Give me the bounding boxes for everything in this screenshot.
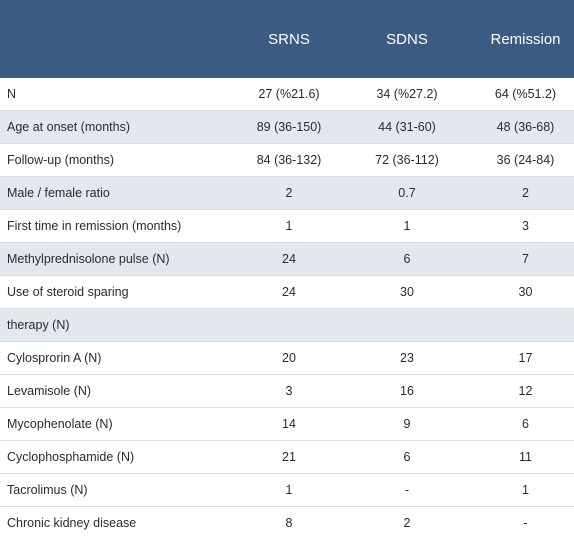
row-value bbox=[337, 308, 477, 342]
row-label: Cyclophosphamide (N) bbox=[0, 440, 241, 474]
row-label: Cylosprorin A (N) bbox=[0, 341, 241, 375]
row-label: Male / female ratio bbox=[0, 176, 241, 210]
table-row: Tacrolimus (N) 1-1 bbox=[0, 473, 574, 507]
row-value: 2 bbox=[241, 176, 337, 210]
table-row: Levamisole (N) 3 16 12 bbox=[0, 374, 574, 408]
row-label: N bbox=[0, 78, 241, 111]
row-value bbox=[477, 308, 574, 342]
row-value: 17 bbox=[477, 341, 574, 375]
row-value: 8 bbox=[285, 516, 293, 530]
row-value bbox=[241, 308, 337, 342]
table-row: First time in remission (months) 1 1 3 bbox=[0, 209, 574, 243]
header-cell-sdns: SDNS bbox=[337, 0, 477, 78]
row-value: 30 bbox=[337, 275, 477, 309]
row-value: 64 (%51.2) bbox=[477, 78, 574, 111]
row-value: 12 bbox=[477, 374, 574, 408]
row-value: 20 bbox=[241, 341, 337, 375]
row-value: 48 (36-68) bbox=[477, 110, 574, 144]
row-value: 0.7 bbox=[337, 176, 477, 210]
row-value: 1 bbox=[241, 473, 337, 507]
header-cell-label bbox=[0, 0, 241, 78]
row-value: 16 bbox=[337, 374, 477, 408]
row-value: 2 bbox=[403, 516, 411, 530]
table-row: Cylosprorin A (N) 20 23 17 bbox=[0, 341, 574, 375]
row-value: 1 bbox=[241, 209, 337, 243]
row-value: 27 (%21.6) bbox=[241, 78, 337, 111]
row-value: 89 (36-150) bbox=[241, 110, 337, 144]
row-label: Age at onset (months) bbox=[0, 110, 241, 144]
row-value: 1 bbox=[477, 473, 574, 507]
row-value: 24 bbox=[241, 275, 337, 309]
table-row: Mycophenolate (N) 14 9 6 bbox=[0, 407, 574, 441]
row-label: Levamisole (N) bbox=[0, 374, 241, 408]
row-label: therapy (N) bbox=[0, 308, 241, 342]
row-label: Mycophenolate (N) bbox=[0, 407, 241, 441]
table-row: Male / female ratio 2 0.7 2 bbox=[0, 176, 574, 210]
row-value: 3 bbox=[477, 209, 574, 243]
row-value: 14 bbox=[241, 407, 337, 441]
table-row: N 27 (%21.6) 34 (%27.2) 64 (%51.2) bbox=[0, 78, 574, 111]
row-value: 6 bbox=[477, 407, 574, 441]
row-value: 30 bbox=[477, 275, 574, 309]
row-value: 21 bbox=[241, 440, 337, 474]
row-value: 11 bbox=[477, 440, 574, 474]
table-header: SRNS SDNS Remission bbox=[0, 0, 574, 78]
table-row: therapy (N) bbox=[0, 308, 574, 342]
row-value: 34 (%27.2) bbox=[337, 78, 477, 111]
row-value: 36 (24-84) bbox=[477, 143, 574, 177]
row-value: 6 bbox=[337, 242, 477, 276]
row-value: 24 bbox=[241, 242, 337, 276]
row-value: - bbox=[337, 473, 477, 507]
row-label: Use of steroid sparing bbox=[0, 275, 241, 309]
row-value: 6 bbox=[337, 440, 477, 474]
row-label: Chronic kidney disease bbox=[7, 516, 137, 530]
table-row: Use of steroid sparing 24 30 30 bbox=[0, 275, 574, 309]
header-row: SRNS SDNS Remission bbox=[0, 0, 574, 78]
table-row: Age at onset (months) 89 (36-150) 44 (31-6… bbox=[0, 110, 574, 144]
row-value: 72 (36-112) bbox=[337, 143, 477, 177]
row-value: 23 bbox=[337, 341, 477, 375]
row-value: 1 bbox=[337, 209, 477, 243]
row-label: Tacrolimus (N) bbox=[0, 473, 241, 507]
row-label: First time in remission (months) bbox=[0, 209, 241, 243]
row-value: 44 (31-60) bbox=[337, 110, 477, 144]
header-cell-srns: SRNS bbox=[241, 0, 337, 78]
row-label: Methylprednisolone pulse (N) bbox=[0, 242, 241, 276]
header-cell-remission: Remission bbox=[477, 0, 574, 78]
table-body: N 27 (%21.6) 34 (%27.2) 64 (%51.2) Age at on… bbox=[0, 78, 574, 539]
table-row: Chronic kidney disease 8 2 - bbox=[0, 507, 574, 540]
row-value: 84 (36-132) bbox=[241, 143, 337, 177]
row-value: 3 bbox=[241, 374, 337, 408]
table-row: Cyclophosphamide (N) 21 6 11 bbox=[0, 440, 574, 474]
row-value: - bbox=[523, 516, 528, 530]
table-row: Follow-up (months) 84 (36-132) 72 (36-112)… bbox=[0, 143, 574, 177]
row-value: 2 bbox=[477, 176, 574, 210]
row-value: 9 bbox=[337, 407, 477, 441]
row-value: 7 bbox=[477, 242, 574, 276]
row-label: Follow-up (months) bbox=[0, 143, 241, 177]
table-row: Methylprednisolone pulse (N) 24 6 7 bbox=[0, 242, 574, 276]
